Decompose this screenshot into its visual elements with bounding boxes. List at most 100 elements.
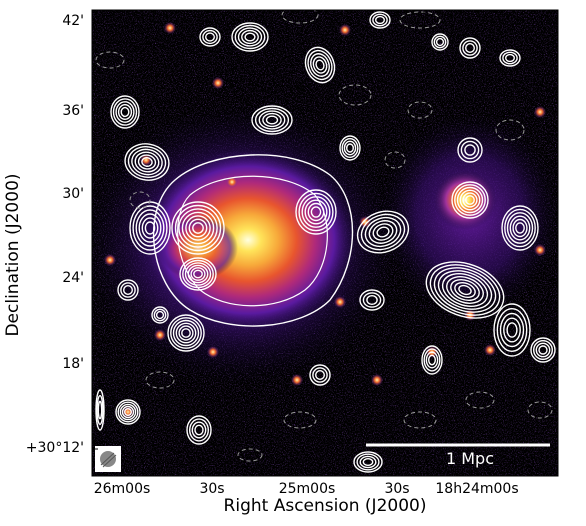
radio-contour	[462, 192, 478, 208]
xray-point-source	[212, 77, 224, 89]
xray-point-source	[484, 344, 496, 356]
radio-contour	[185, 215, 211, 241]
xray-point-source	[339, 24, 351, 36]
radio-contour	[458, 284, 472, 296]
radio-contour	[184, 262, 212, 286]
radio-contour	[499, 49, 521, 67]
xray-point-source	[140, 154, 152, 166]
radio-contour	[450, 278, 480, 302]
radio-contour	[112, 98, 138, 126]
radio-contour	[509, 215, 531, 241]
dec-tick-label: 42'	[62, 13, 84, 29]
radio-contour	[254, 107, 290, 133]
radio-contour	[167, 314, 205, 352]
radio-contour	[464, 144, 476, 156]
radio-contour	[372, 223, 394, 241]
negative-contour	[237, 448, 263, 462]
negative-contour	[465, 391, 495, 409]
xray-point-source	[291, 374, 303, 386]
radio-contour	[454, 281, 476, 299]
negative-contour	[527, 401, 553, 419]
radio-contour	[437, 270, 493, 310]
radio-contour	[117, 103, 133, 120]
radio-contour	[368, 220, 398, 244]
radio-contour	[428, 354, 437, 366]
radio-contour	[433, 267, 497, 313]
radio-contour	[188, 418, 209, 442]
radio-contour	[459, 37, 481, 59]
radio-contour	[199, 27, 221, 47]
radio-contour	[429, 264, 501, 316]
dec-tick-label: +30°12'	[25, 440, 84, 456]
radio-contour	[237, 27, 263, 47]
radio-contour	[175, 322, 197, 344]
radio-contour	[134, 151, 160, 173]
radio-contour	[95, 389, 105, 431]
x-axis-title: Right Ascension (J2000)	[223, 496, 427, 516]
radio-contour	[431, 33, 449, 51]
beam-hatch-2	[102, 454, 117, 468]
radio-contour	[364, 216, 402, 248]
radio-contour	[295, 189, 337, 235]
negative-contour	[399, 11, 441, 29]
radio-contour	[459, 189, 481, 211]
radio-contour	[339, 135, 361, 161]
radio-contour	[423, 348, 441, 372]
radio-contour	[359, 289, 385, 311]
radio-contour	[309, 364, 331, 386]
radio-contour	[356, 453, 380, 471]
radio-contour	[298, 192, 334, 232]
radio-contour	[515, 222, 525, 234]
ra-tick-label: 25m00s	[278, 481, 336, 497]
radio-contour	[502, 51, 518, 65]
negative-contour	[338, 84, 372, 106]
radio-contour	[194, 424, 204, 436]
dec-tick-label: 36'	[62, 103, 84, 119]
radio-contour	[421, 345, 443, 375]
radio-contour	[234, 24, 266, 50]
negative-contour	[281, 10, 319, 24]
negative-contour	[384, 151, 406, 169]
negative-contour	[129, 191, 151, 209]
radio-contour	[425, 261, 505, 319]
negative-contour	[495, 119, 525, 141]
radio-contour	[460, 140, 480, 160]
radio-contour	[456, 186, 484, 214]
radio-contour	[372, 13, 388, 27]
beam-hatch-1	[100, 452, 115, 466]
xray-point-source	[359, 216, 371, 228]
ra-tick-label: 30s	[199, 481, 225, 497]
radio-contour	[446, 276, 484, 304]
radio-contour	[454, 184, 486, 216]
radio-contour	[117, 401, 139, 423]
radio-contour	[124, 143, 170, 181]
radio-contour	[310, 53, 330, 77]
radio-contour	[191, 421, 207, 439]
radio-contour	[153, 308, 167, 322]
radio-contour	[535, 342, 551, 358]
radio-contour	[433, 35, 447, 49]
radio-contour	[135, 209, 165, 247]
radio-contour	[346, 143, 355, 153]
radio-contour	[251, 105, 293, 135]
radio-contour	[193, 269, 203, 279]
xray-point-source	[226, 176, 238, 188]
xray-point-source	[534, 106, 546, 118]
radio-contour	[307, 49, 333, 81]
radio-contour	[120, 106, 130, 118]
radio-contour-diffuse	[177, 175, 328, 307]
ra-tick-label: 30s	[384, 481, 410, 497]
radio-contour	[441, 273, 489, 307]
point-sources	[104, 22, 546, 418]
xray-point-source	[164, 22, 176, 34]
radio-contour	[505, 53, 516, 63]
radio-contour	[451, 181, 489, 219]
radio-contour	[174, 204, 222, 252]
radio-contour	[362, 292, 382, 308]
radio-contour	[115, 399, 141, 425]
dec-tick-label: 18'	[62, 356, 84, 372]
main-cluster-emission	[140, 148, 356, 332]
radio-contour	[465, 43, 476, 54]
radio-contour	[425, 351, 439, 369]
radio-contour	[503, 317, 521, 343]
